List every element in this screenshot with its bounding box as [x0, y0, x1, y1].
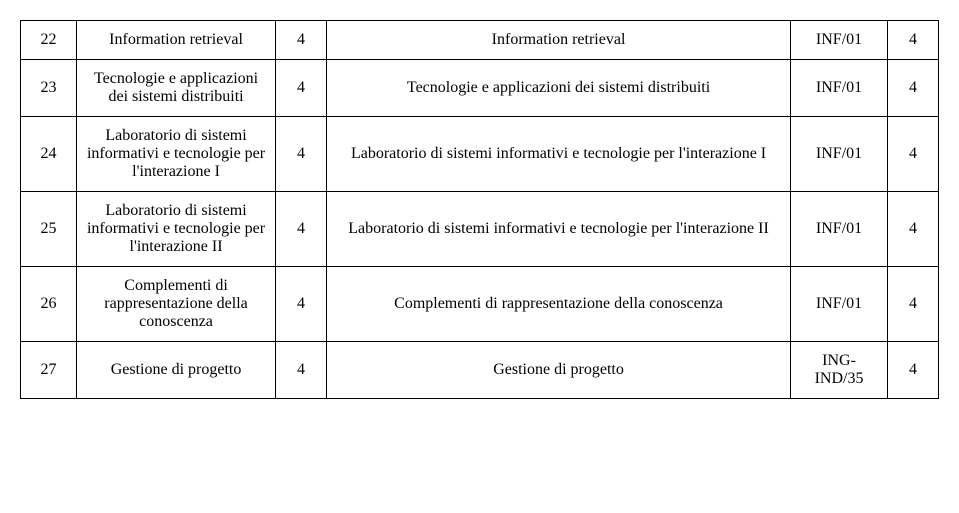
table-row: 27 Gestione di progetto 4 Gestione di pr…: [21, 342, 939, 399]
course-code: INF/01: [791, 117, 888, 192]
table-row: 25 Laboratorio di sistemi informativi e …: [21, 192, 939, 267]
row-number: 27: [21, 342, 77, 399]
credits-right: 4: [887, 192, 938, 267]
course-name-right: Laboratorio di sistemi informativi e tec…: [326, 192, 790, 267]
course-name-right: Information retrieval: [326, 21, 790, 60]
credits-left: 4: [275, 267, 326, 342]
row-number: 26: [21, 267, 77, 342]
course-name-left: Tecnologie e applicazioni dei sistemi di…: [77, 60, 276, 117]
row-number: 22: [21, 21, 77, 60]
credits-left: 4: [275, 192, 326, 267]
course-name-right: Tecnologie e applicazioni dei sistemi di…: [326, 60, 790, 117]
credits-right: 4: [887, 60, 938, 117]
credits-right: 4: [887, 342, 938, 399]
course-name-right: Laboratorio di sistemi informativi e tec…: [326, 117, 790, 192]
row-number: 25: [21, 192, 77, 267]
table-body: 22 Information retrieval 4 Information r…: [21, 21, 939, 399]
course-table: 22 Information retrieval 4 Information r…: [20, 20, 939, 399]
course-name-left: Gestione di progetto: [77, 342, 276, 399]
course-code: INF/01: [791, 267, 888, 342]
table-row: 22 Information retrieval 4 Information r…: [21, 21, 939, 60]
table-row: 23 Tecnologie e applicazioni dei sistemi…: [21, 60, 939, 117]
credits-left: 4: [275, 21, 326, 60]
credits-left: 4: [275, 117, 326, 192]
course-code: ING-IND/35: [791, 342, 888, 399]
credits-left: 4: [275, 60, 326, 117]
course-name-right: Complementi di rappresentazione della co…: [326, 267, 790, 342]
course-code: INF/01: [791, 192, 888, 267]
course-name-left: Laboratorio di sistemi informativi e tec…: [77, 117, 276, 192]
course-name-left: Laboratorio di sistemi informativi e tec…: [77, 192, 276, 267]
credits-right: 4: [887, 267, 938, 342]
course-code: INF/01: [791, 21, 888, 60]
course-name-left: Complementi di rappresentazione della co…: [77, 267, 276, 342]
credits-left: 4: [275, 342, 326, 399]
course-code: INF/01: [791, 60, 888, 117]
course-name-right: Gestione di progetto: [326, 342, 790, 399]
row-number: 23: [21, 60, 77, 117]
credits-right: 4: [887, 21, 938, 60]
table-row: 24 Laboratorio di sistemi informativi e …: [21, 117, 939, 192]
table-row: 26 Complementi di rappresentazione della…: [21, 267, 939, 342]
course-name-left: Information retrieval: [77, 21, 276, 60]
row-number: 24: [21, 117, 77, 192]
credits-right: 4: [887, 117, 938, 192]
